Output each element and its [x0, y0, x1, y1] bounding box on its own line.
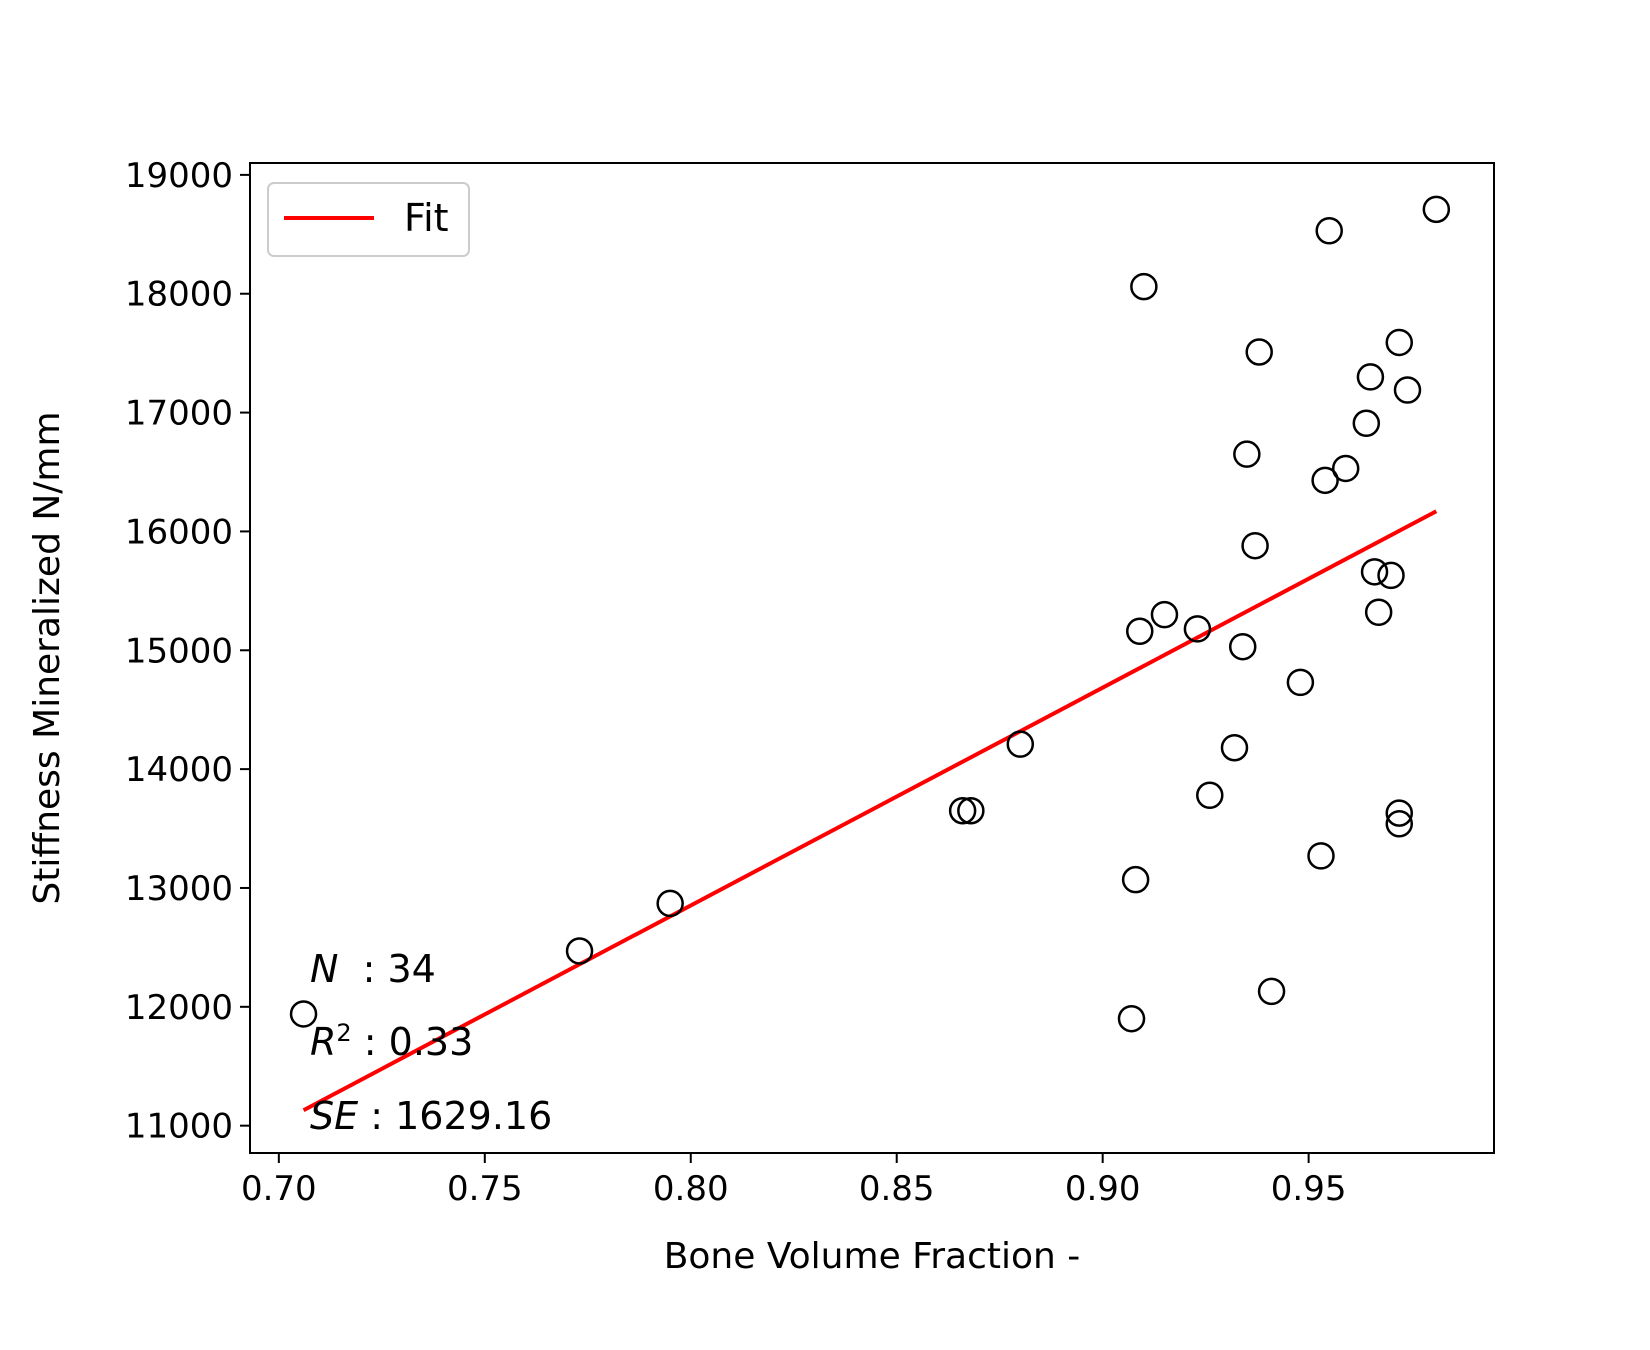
stat-se-sep: :: [358, 1094, 395, 1138]
data-point: [1385, 799, 1414, 827]
stat-r2-value: 0.33: [389, 1020, 474, 1064]
data-point: [1307, 842, 1335, 870]
y-tick-label: 18000: [125, 275, 233, 315]
fit-line: [302, 509, 1438, 1112]
data-point: [948, 796, 977, 825]
x-tick-label: 0.85: [859, 1169, 935, 1209]
data-point: [1233, 440, 1261, 468]
plot-frame: [249, 162, 1495, 1154]
stats-annotations: N : 34 R2 : 0.33 SE : 1629.16: [310, 947, 552, 1138]
data-point: [1315, 216, 1343, 245]
data-point: [1220, 733, 1249, 762]
data-point: [1385, 328, 1414, 357]
y-axis-label: Stiffness Mineralized N/mm: [27, 411, 68, 904]
data-point: [289, 1000, 318, 1028]
stat-r2-sup: 2: [336, 1019, 351, 1047]
data-point: [1150, 600, 1179, 629]
stat-n-value: 34: [387, 947, 435, 991]
x-tick-label: 0.70: [241, 1169, 317, 1209]
data-point: [1257, 977, 1286, 1006]
data-point: [1125, 617, 1154, 646]
y-tick-label: 16000: [125, 512, 233, 552]
data-point: [1356, 363, 1385, 391]
y-tick-label: 17000: [125, 394, 233, 434]
data-point: [1385, 810, 1414, 838]
data-point: [565, 937, 594, 965]
stat-n-label: N: [310, 947, 338, 991]
data-point: [1183, 615, 1212, 643]
y-tick-label: 14000: [125, 750, 233, 790]
data-point: [1331, 454, 1360, 483]
data-point: [1352, 409, 1381, 438]
x-tick-label: 0.90: [1065, 1169, 1141, 1209]
data-point: [1196, 781, 1224, 810]
x-axis-label: Bone Volume Fraction -: [664, 1236, 1081, 1277]
data-point: [1121, 865, 1150, 894]
data-points-layer: [289, 195, 1451, 1033]
legend-fit-label: Fit: [404, 196, 449, 240]
stat-r2-sep: :: [352, 1020, 389, 1064]
data-point: [656, 889, 684, 918]
x-axis-ticks: 0.70 0.75 0.80 0.85 0.90 0.95: [241, 1153, 1347, 1209]
y-tick-label: 11000: [125, 1107, 233, 1147]
data-point: [1130, 272, 1158, 301]
data-point: [1245, 338, 1273, 366]
data-point: [1377, 561, 1405, 590]
x-tick-label: 0.75: [447, 1169, 523, 1209]
stat-se-label: SE: [310, 1094, 358, 1138]
y-tick-label: 13000: [125, 869, 233, 909]
stat-n: N : 34: [310, 947, 436, 991]
y-axis-ticks: 11000 12000 13000 14000 15000 16000 17000 18000…: [125, 156, 250, 1147]
stat-r2-label: R: [310, 1020, 336, 1064]
y-tick-label: 19000: [125, 156, 233, 196]
data-point: [1286, 668, 1315, 697]
data-point: [1360, 558, 1389, 586]
stat-r2: R2 : 0.33: [310, 1019, 473, 1064]
data-point: [1006, 730, 1035, 758]
data-point: [1228, 632, 1257, 661]
data-point: [1311, 466, 1339, 495]
x-tick-label: 0.95: [1271, 1169, 1347, 1209]
y-tick-label: 15000: [125, 631, 233, 671]
x-tick-label: 0.80: [653, 1169, 729, 1209]
data-point: [1117, 1004, 1146, 1033]
data-point: [1393, 376, 1422, 404]
fit-line-layer: [302, 509, 1438, 1112]
data-point: [957, 796, 985, 825]
data-point: [1364, 598, 1393, 626]
y-tick-label: 12000: [125, 988, 233, 1028]
data-point: [1241, 531, 1269, 560]
data-point: [1422, 195, 1451, 224]
stat-se-value: 1629.16: [395, 1094, 552, 1138]
stat-n-sep: :: [338, 947, 387, 991]
stat-se: SE : 1629.16: [310, 1094, 552, 1138]
legend: Fit: [267, 182, 470, 257]
